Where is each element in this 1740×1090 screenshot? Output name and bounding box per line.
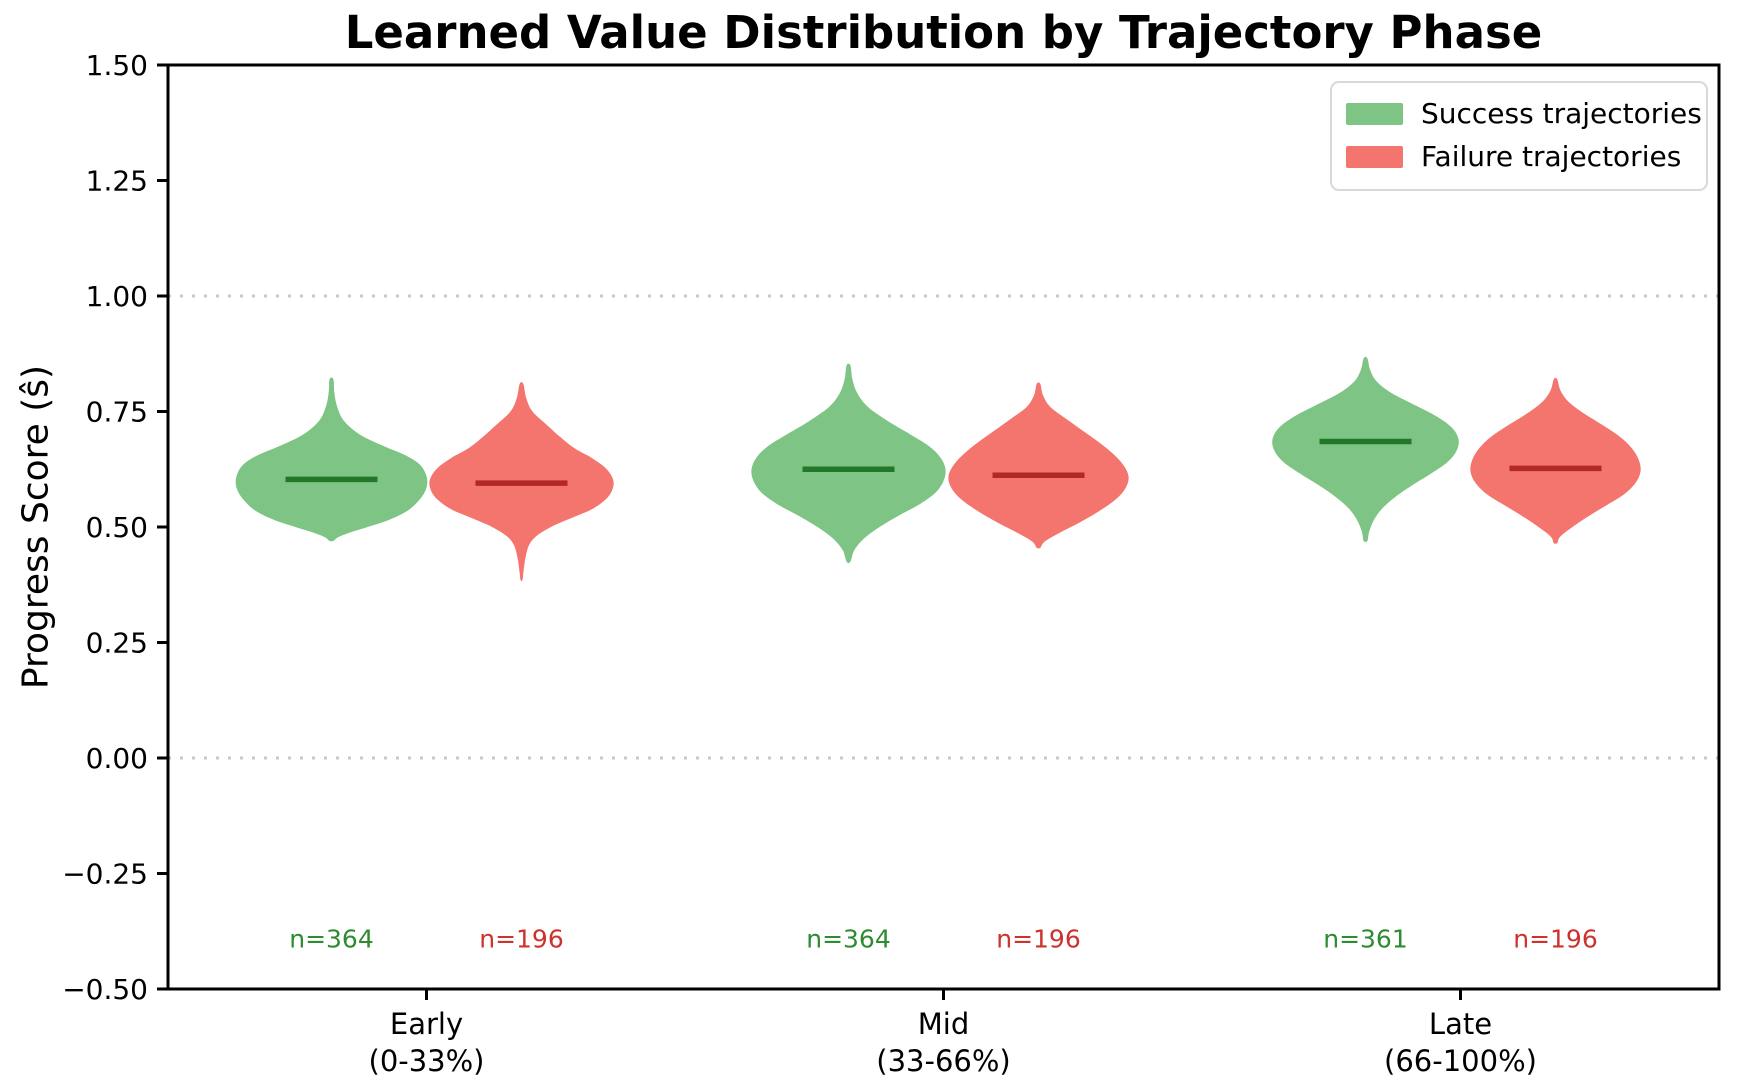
n-label-early-failure: n=196	[479, 924, 564, 953]
n-label-mid-failure: n=196	[996, 924, 1081, 953]
y-tick-label: 1.00	[86, 280, 148, 313]
y-tick-label: 0.00	[86, 742, 148, 775]
chart-title: Learned Value Distribution by Trajectory…	[344, 6, 1543, 59]
y-tick-label: 1.50	[86, 49, 148, 82]
violin-late-failure	[1470, 377, 1641, 544]
n-label-late-success: n=361	[1323, 924, 1408, 953]
y-tick-label: 0.75	[86, 396, 148, 429]
legend-label-failure: Failure trajectories	[1421, 139, 1682, 173]
y-axis-label: Progress Score (ŝ)	[15, 364, 57, 690]
x-tick-sublabel: (33-66%)	[876, 1044, 1010, 1078]
n-label-late-failure: n=196	[1513, 924, 1598, 953]
violin-mid-success	[751, 363, 946, 564]
y-tick-label: 0.50	[86, 511, 148, 544]
x-tick-sublabel: (0-33%)	[369, 1044, 485, 1078]
x-tick-label: Late	[1429, 1007, 1492, 1041]
n-label-early-success: n=364	[289, 924, 374, 953]
violin-late-success	[1272, 356, 1459, 543]
y-tick-label: −0.25	[62, 858, 148, 891]
n-label-mid-success: n=364	[806, 924, 891, 953]
legend-item-failure: Failure trajectories	[1332, 136, 1706, 179]
x-tick-sublabel: (66-100%)	[1384, 1044, 1537, 1078]
legend-label-success: Success trajectories	[1421, 97, 1702, 130]
y-tick-label: −0.50	[62, 973, 148, 1006]
y-tick-label: 0.25	[86, 627, 148, 660]
y-tick-label: 1.25	[86, 165, 148, 198]
legend: Success trajectories Failure trajectorie…	[1330, 81, 1708, 191]
axes-box	[166, 63, 1721, 991]
x-tick-label: Early	[390, 1007, 463, 1041]
failure-swatch-icon	[1346, 146, 1403, 169]
violin-mid-failure	[948, 382, 1129, 549]
x-tick-label: Mid	[918, 1007, 970, 1041]
success-swatch-icon	[1346, 103, 1403, 126]
legend-item-success: Success trajectories	[1332, 93, 1706, 136]
violin-early-success	[235, 377, 428, 542]
